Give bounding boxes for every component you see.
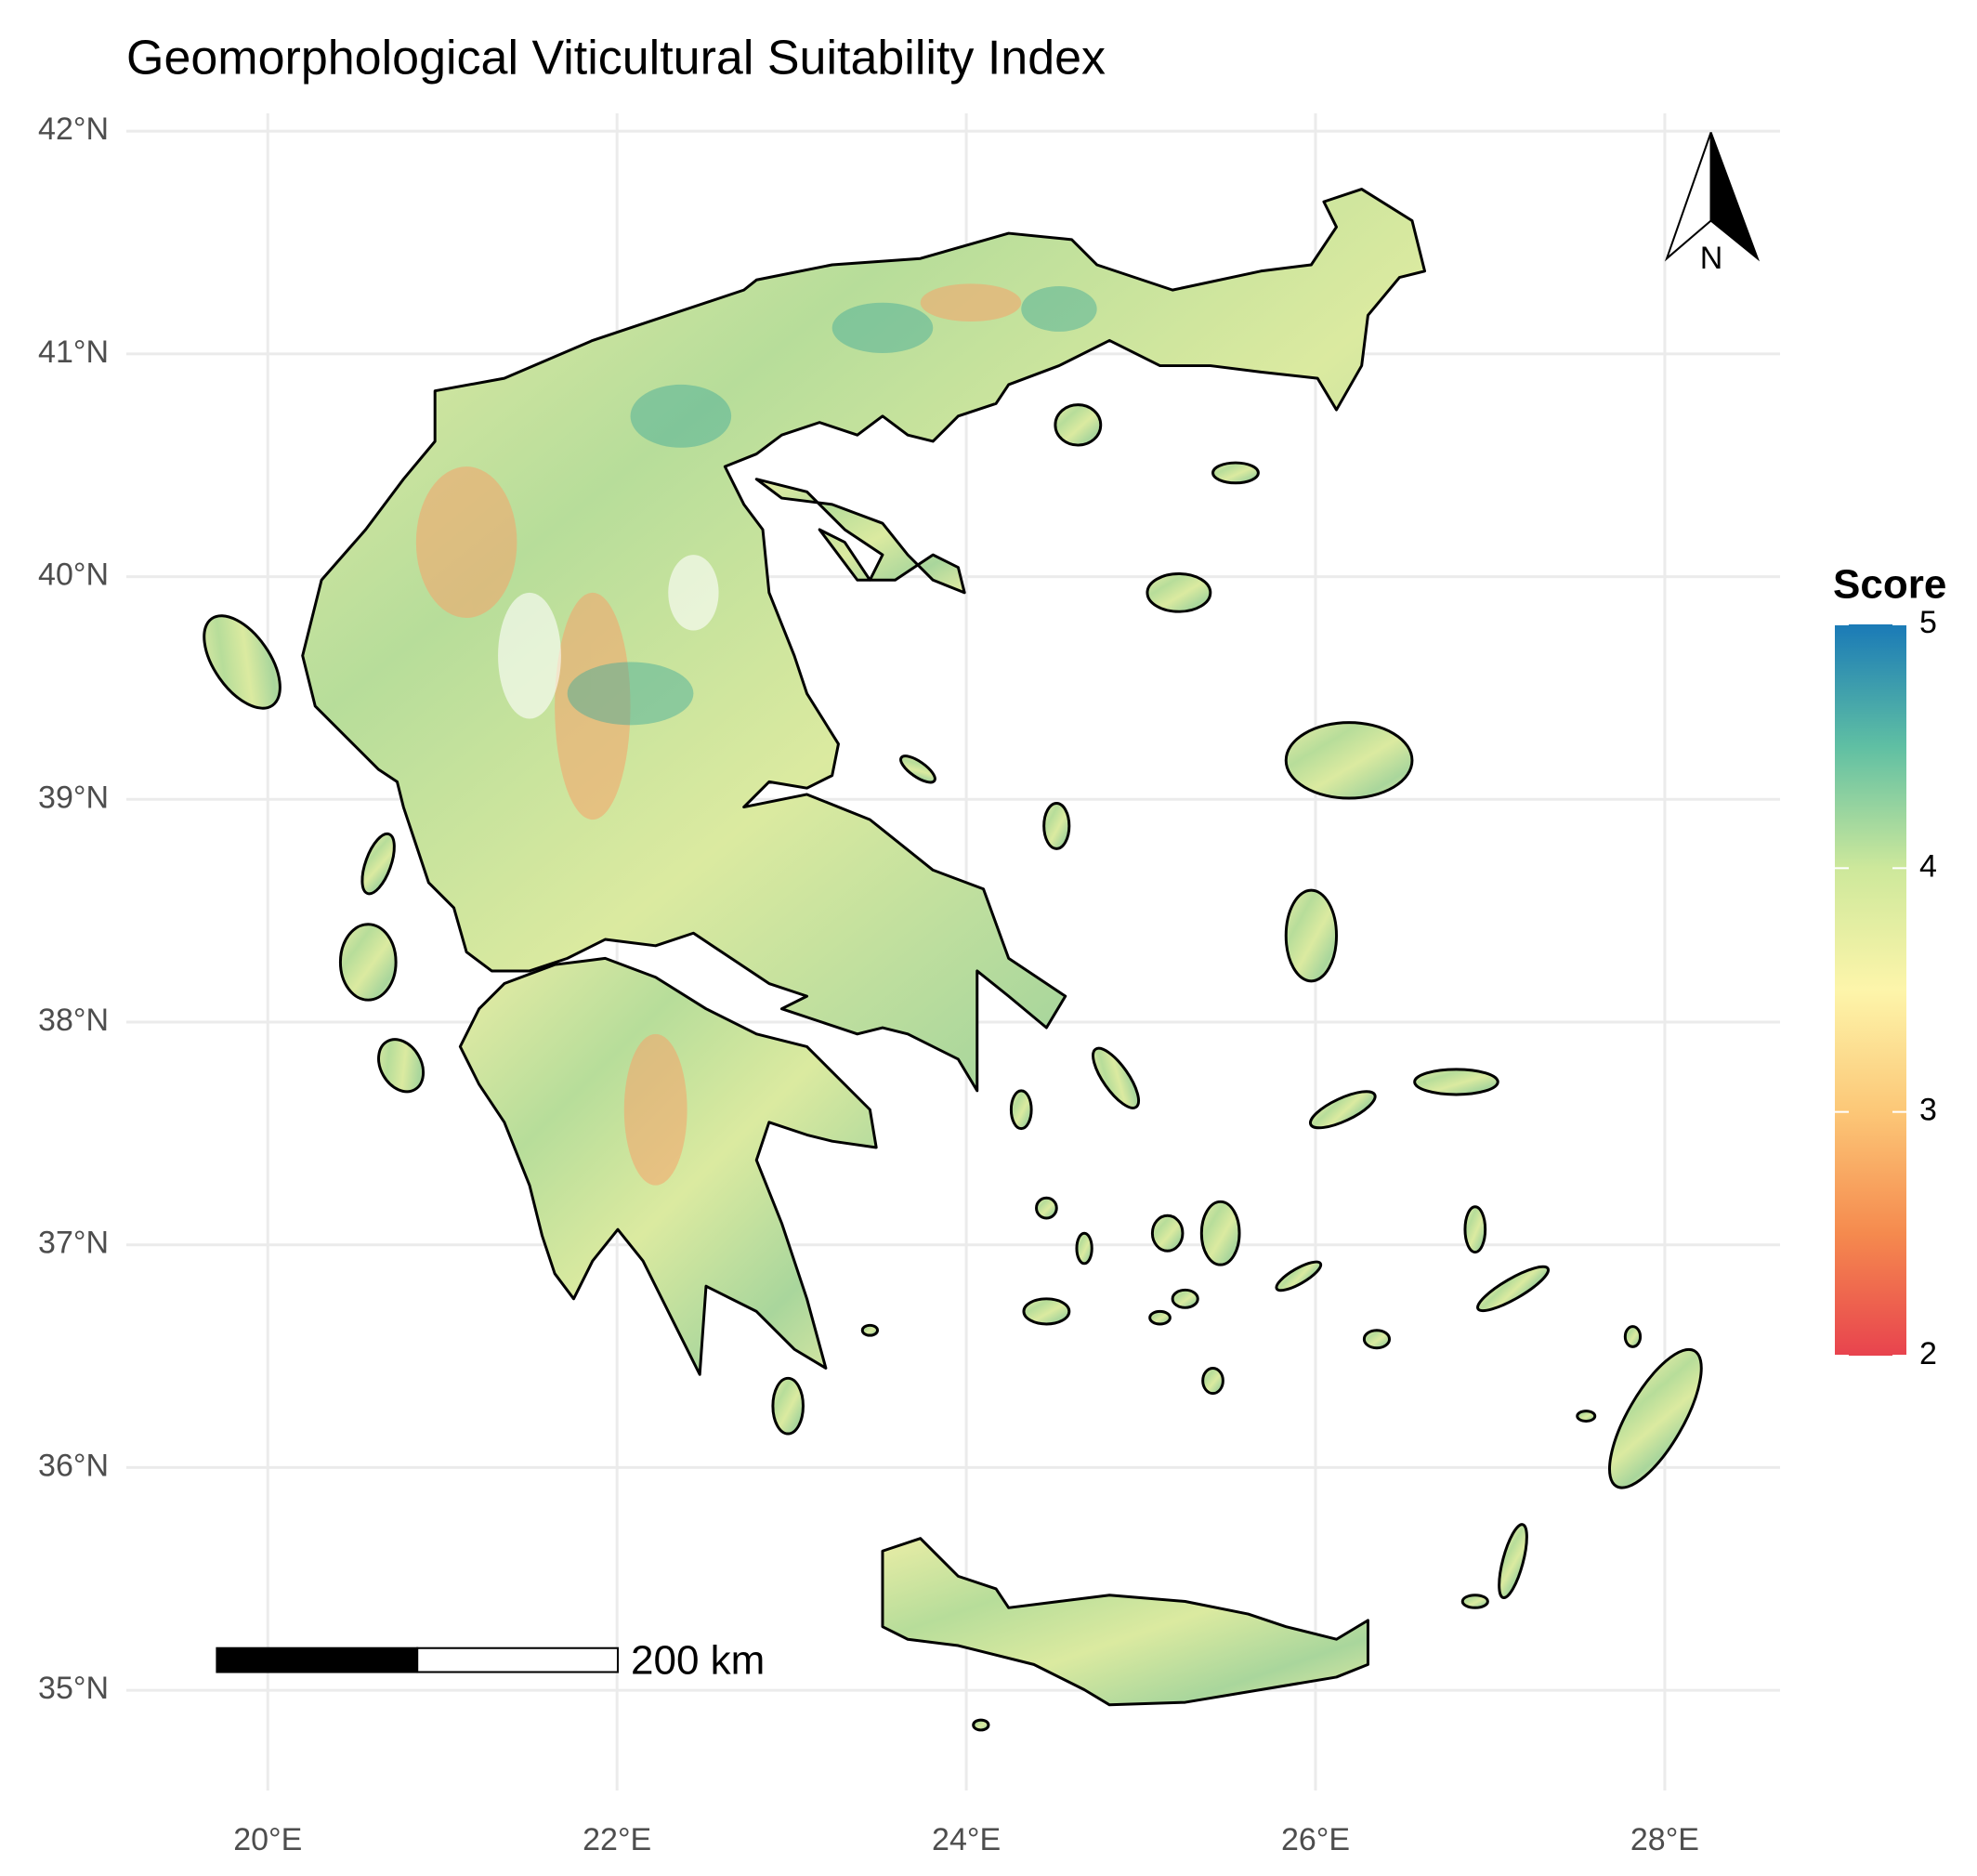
scale-bar-dark [216,1646,419,1673]
legend-title: Score [1833,562,1946,608]
chalkidiki [754,478,966,595]
no-data-patches [498,555,719,719]
islands [203,403,1703,1732]
y-tick-label: 41°N [38,335,109,370]
north-arrow-right [1709,132,1761,262]
colorbar [1835,624,1906,1356]
y-tick-label: 38°N [38,1003,109,1038]
y-tick-label: 37°N [38,1226,109,1261]
north-arrow-label: N [1700,241,1723,276]
y-tick-label: 40°N [38,558,109,593]
y-tick-label: 35°N [38,1671,109,1706]
colorbar-tick-label: 2 [1919,1336,1937,1371]
x-tick-label: 20°E [233,1822,302,1857]
low-score-patches [415,283,1022,1186]
x-tick-label: 24°E [932,1822,1001,1857]
x-tick-label: 26°E [1281,1822,1350,1857]
high-score-patches [567,286,1097,726]
x-tick-label: 28°E [1630,1822,1699,1857]
y-tick-label: 39°N [38,780,109,815]
x-tick-label: 22°E [583,1822,651,1857]
map-title: Geomorphological Viticultural Suitabilit… [126,32,1106,85]
crete [881,1537,1369,1707]
greece-land [203,132,1761,1732]
y-tick-label: 36°N [38,1448,109,1483]
scale-bar-light [416,1646,619,1673]
north-arrow-left [1664,132,1712,262]
y-tick-label: 42°N [38,112,109,147]
colorbar-tick-label: 3 [1919,1093,1937,1128]
mainland [301,188,1427,1093]
colorbar-tick-label: 5 [1919,605,1937,640]
colorbar-tick-label: 4 [1919,848,1937,884]
scale-bar-label: 200 km [631,1638,765,1684]
